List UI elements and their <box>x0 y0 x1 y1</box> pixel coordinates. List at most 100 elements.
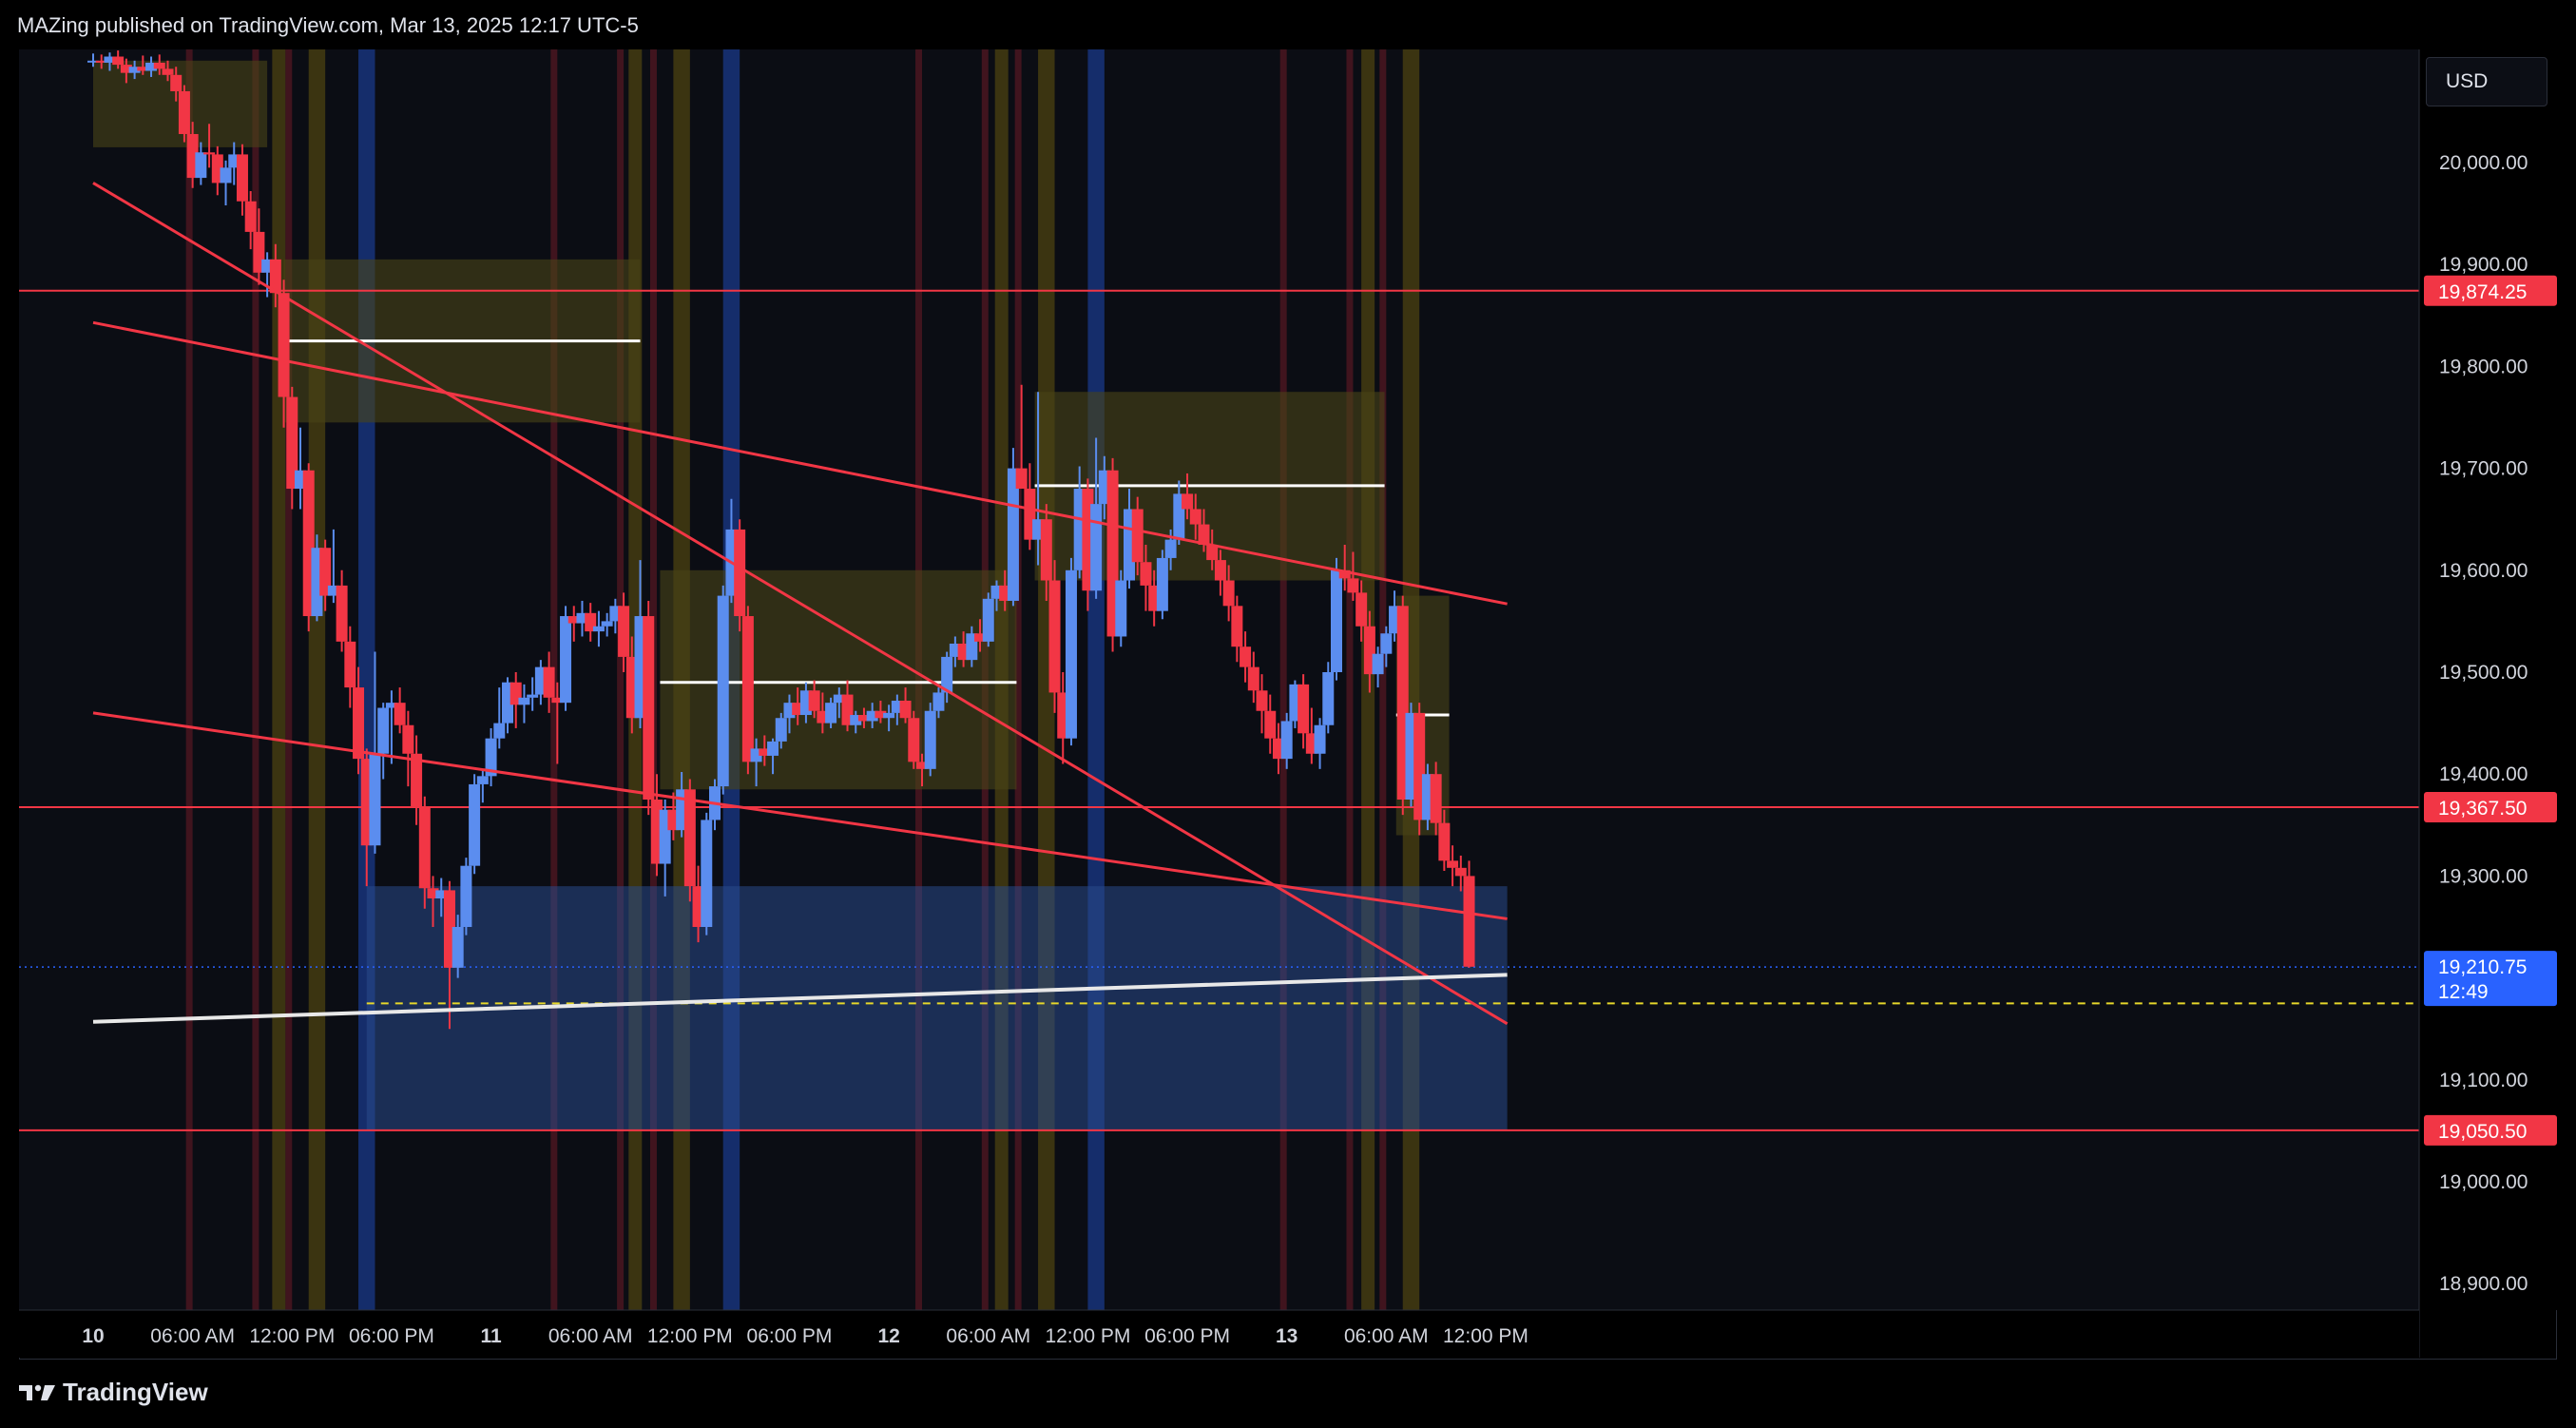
candle <box>941 651 953 704</box>
trendline <box>92 320 1508 606</box>
candle <box>1090 437 1103 599</box>
candle <box>1280 712 1293 769</box>
candle-body <box>1463 876 1475 967</box>
time-scale[interactable] <box>19 1310 2419 1358</box>
candle-body <box>1240 646 1252 667</box>
candle-body <box>775 718 787 742</box>
current-price-tag <box>2424 951 2557 1007</box>
session-stripe <box>1014 49 1022 1310</box>
candle <box>87 53 99 68</box>
tradingview-logo-icon <box>19 1384 55 1400</box>
candle <box>1231 595 1243 663</box>
candle <box>493 687 506 749</box>
candle-body <box>336 585 348 642</box>
price-scale[interactable] <box>2419 49 2557 1310</box>
currency-button[interactable]: USD <box>2426 57 2547 106</box>
candle-body <box>385 703 397 708</box>
candle-body <box>1338 569 1351 579</box>
candle <box>195 142 207 185</box>
price-tag <box>2424 1114 2557 1146</box>
time-tick-label: 06:00 AM <box>150 1325 235 1347</box>
candle-body <box>734 529 746 617</box>
candle <box>1430 762 1442 836</box>
candle <box>1264 694 1277 754</box>
candle-body <box>592 626 605 632</box>
candle <box>741 606 754 775</box>
candle-body <box>418 806 431 889</box>
candle-body <box>269 259 281 294</box>
candle-body <box>1182 493 1194 510</box>
price-tick-label: 19,100.00 <box>2439 1070 2528 1091</box>
session-stripe <box>308 49 326 1310</box>
price-tick-label: 19,700.00 <box>2439 458 2528 480</box>
price-tick-label: 19,600.00 <box>2439 560 2528 582</box>
candle <box>618 592 630 672</box>
candle <box>1065 557 1077 746</box>
candle <box>560 606 572 711</box>
candle <box>1048 560 1061 713</box>
candle-body <box>741 616 754 762</box>
candle <box>1331 557 1342 681</box>
candle-body <box>1222 580 1235 607</box>
candle-body <box>162 68 174 75</box>
candle-body <box>394 703 406 725</box>
candle <box>1438 809 1451 872</box>
time-tick-label: 06:00 PM <box>1144 1325 1230 1347</box>
price-tag-label: 19,874.25 <box>2438 281 2527 303</box>
candle-body <box>618 606 630 657</box>
candle <box>576 600 588 637</box>
candle-body <box>1454 867 1467 877</box>
footer <box>0 1360 2576 1428</box>
candle-body <box>883 712 895 719</box>
candle <box>567 606 580 642</box>
candle <box>244 191 257 250</box>
candle <box>1454 855 1467 892</box>
candle <box>128 60 141 80</box>
candle <box>1322 662 1335 734</box>
session-stripe <box>272 49 286 1310</box>
time-tick-label: 06:00 AM <box>548 1325 633 1347</box>
price-tick-label: 19,500.00 <box>2439 662 2528 684</box>
price-tick-label: 19,300.00 <box>2439 865 2528 887</box>
candle-body <box>95 60 107 63</box>
session-stripe <box>252 49 260 1310</box>
tradingview-brand[interactable]: TradingView <box>19 1378 208 1407</box>
candle <box>850 710 862 734</box>
candle-body <box>485 738 497 777</box>
candle-body <box>203 152 216 155</box>
candle <box>286 386 298 510</box>
tradingview-brand-label: TradingView <box>63 1378 208 1406</box>
candle-body <box>452 927 464 968</box>
candle <box>120 58 132 84</box>
candle <box>460 858 472 936</box>
candle-body <box>469 783 481 866</box>
candle-body <box>527 694 539 698</box>
candle <box>162 60 174 82</box>
candle <box>1338 545 1351 591</box>
time-tick-label: 12:00 PM <box>1045 1325 1130 1347</box>
candle-body <box>1140 562 1152 586</box>
candle <box>336 569 348 652</box>
time-tick-label: 12 <box>877 1325 899 1347</box>
candle <box>1298 674 1310 749</box>
candle <box>1240 631 1252 683</box>
time-tick-label: 13 <box>1276 1325 1298 1347</box>
candle-body <box>1048 580 1061 693</box>
candle-body <box>427 888 439 898</box>
candle <box>1355 580 1368 642</box>
publish-line: MAZing published on TradingView.com, Mar… <box>17 13 639 37</box>
candle <box>319 539 332 611</box>
candle <box>418 796 431 909</box>
candle <box>833 687 845 719</box>
candle <box>825 697 837 728</box>
candle-body <box>701 820 713 927</box>
yellow-zone <box>660 569 1017 790</box>
candle-body <box>1380 633 1393 654</box>
candle-body <box>857 715 870 722</box>
candle-body <box>908 718 920 762</box>
candle-body <box>460 865 472 927</box>
candle-body <box>369 753 381 846</box>
candle-body <box>1040 519 1052 581</box>
candle <box>236 144 248 216</box>
